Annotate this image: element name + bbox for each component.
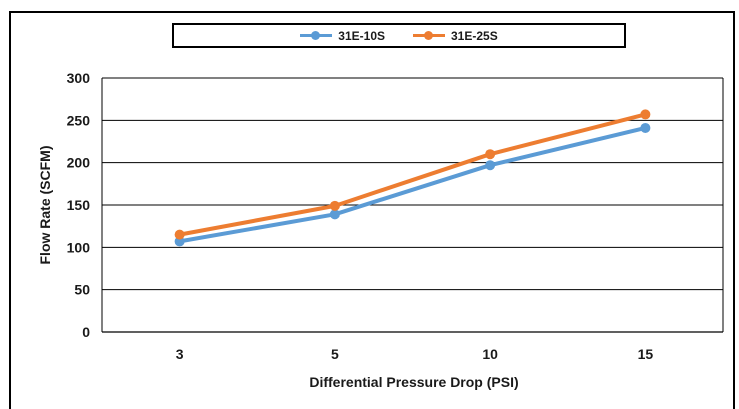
- x-tick-label: 5: [331, 346, 339, 362]
- x-tick-label: 3: [176, 346, 184, 362]
- y-tick-label: 200: [67, 155, 91, 171]
- data-point: [640, 109, 651, 120]
- series-1: [174, 122, 651, 247]
- x-axis-title: Differential Pressure Drop (PSI): [309, 374, 518, 390]
- y-tick-label: 100: [67, 239, 91, 255]
- series-line: [177, 125, 648, 244]
- y-tick-label: 250: [67, 112, 91, 128]
- data-point: [329, 200, 340, 211]
- y-axis-title: Flow Rate (SCFM): [37, 146, 53, 265]
- x-axis-tick-labels: 3 5 10 15: [176, 346, 654, 362]
- data-point: [485, 160, 496, 171]
- series-line: [177, 112, 648, 237]
- data-point: [485, 149, 496, 160]
- data-point: [640, 122, 651, 133]
- data-point: [174, 229, 185, 240]
- y-tick-label: 150: [67, 197, 91, 213]
- chart-frame: [9, 11, 735, 409]
- legend-item-series-2: 31E-25S: [413, 29, 498, 43]
- x-tick-label: 10: [482, 346, 498, 362]
- chart-legend: 31E-10S 31E-25S: [172, 23, 626, 48]
- y-tick-label: 50: [74, 282, 90, 298]
- gridlines: [101, 77, 724, 333]
- legend-item-series-1: 31E-10S: [300, 29, 385, 43]
- y-tick-label: 0: [82, 324, 90, 340]
- series-lines: [174, 109, 651, 247]
- x-tick-label: 15: [638, 346, 654, 362]
- legend-swatch-series-2: [413, 30, 445, 41]
- data-point: [329, 209, 340, 220]
- y-axis-tick-labels: 0 50 100 150 200 250 300: [67, 70, 91, 340]
- legend-label-series-1: 31E-10S: [338, 28, 385, 43]
- series-2: [174, 109, 651, 240]
- legend-label-series-2: 31E-25S: [451, 28, 498, 43]
- y-tick-label: 300: [67, 70, 91, 86]
- legend-swatch-series-1: [300, 30, 333, 41]
